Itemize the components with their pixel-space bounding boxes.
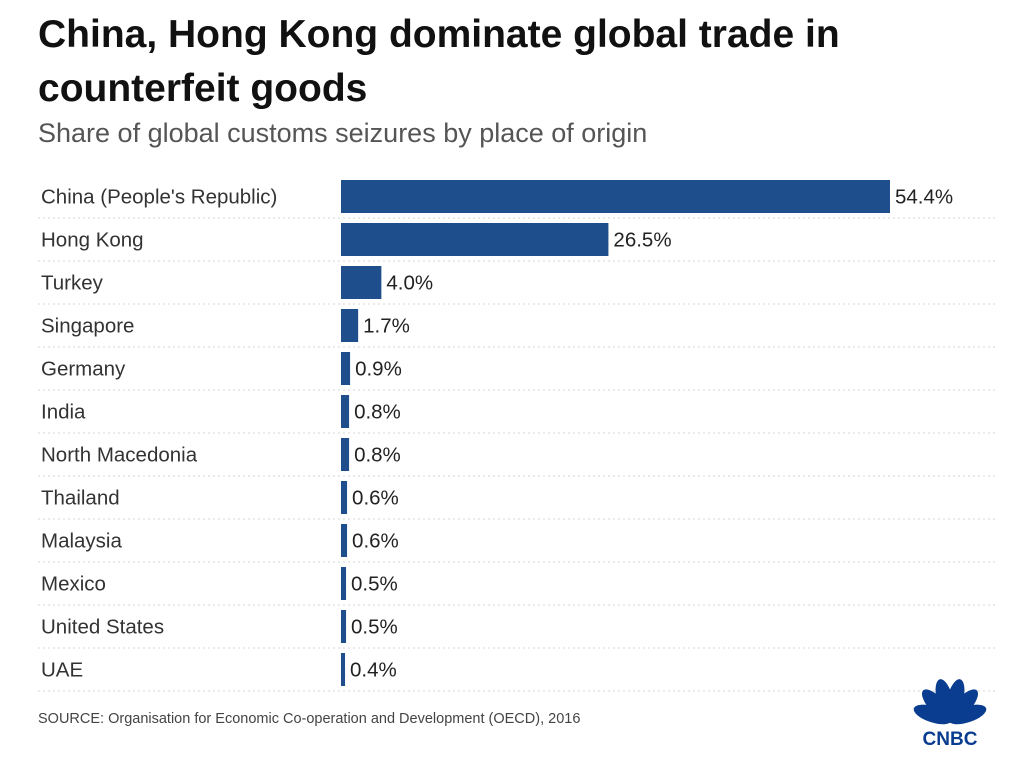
bar: [341, 223, 609, 256]
value-label: 26.5%: [613, 229, 671, 252]
bar: [341, 395, 350, 428]
chart-title: China, Hong Kong dominate global trade i…: [38, 13, 840, 110]
category-label: Turkey: [41, 272, 104, 295]
value-label: 0.9%: [355, 358, 402, 381]
category-label: North Macedonia: [41, 444, 198, 467]
category-label: Mexico: [41, 573, 106, 596]
value-label: 0.6%: [352, 530, 399, 553]
peacock-logo-icon: CNBC: [913, 679, 987, 748]
bar: [341, 567, 347, 600]
bar-chart: China (People's Republic) 54.4% Hong Kong 2…: [38, 180, 995, 692]
bar: [341, 266, 382, 299]
value-label: 1.7%: [363, 315, 410, 338]
source-note: SOURCE: Organisation for Economic Co-ope…: [38, 711, 581, 727]
value-label: 4.0%: [386, 272, 433, 295]
chart-subtitle: Share of global customs seizures by plac…: [38, 118, 648, 148]
bar: [341, 481, 348, 514]
bar: [341, 309, 359, 342]
value-label: 0.4%: [350, 659, 397, 682]
value-label: 0.5%: [351, 616, 398, 639]
value-label: 0.6%: [352, 487, 399, 510]
category-label: Singapore: [41, 315, 134, 338]
bar: [341, 524, 348, 557]
value-label: 54.4%: [895, 186, 953, 209]
category-label: China (People's Republic): [41, 186, 277, 209]
category-label: United States: [41, 616, 164, 639]
category-label: Germany: [41, 358, 126, 381]
category-label: Thailand: [41, 487, 120, 510]
category-label: UAE: [41, 659, 83, 682]
category-label: India: [41, 401, 86, 424]
bar: [341, 438, 350, 471]
bar: [341, 653, 346, 686]
bar: [341, 610, 347, 643]
value-label: 0.8%: [354, 444, 401, 467]
value-label: 0.8%: [354, 401, 401, 424]
bar: [341, 352, 351, 385]
category-label: Malaysia: [41, 530, 122, 553]
logo-wordmark: CNBC: [923, 729, 978, 748]
category-label: Hong Kong: [41, 229, 144, 252]
bar: [341, 180, 890, 213]
value-label: 0.5%: [351, 573, 398, 596]
